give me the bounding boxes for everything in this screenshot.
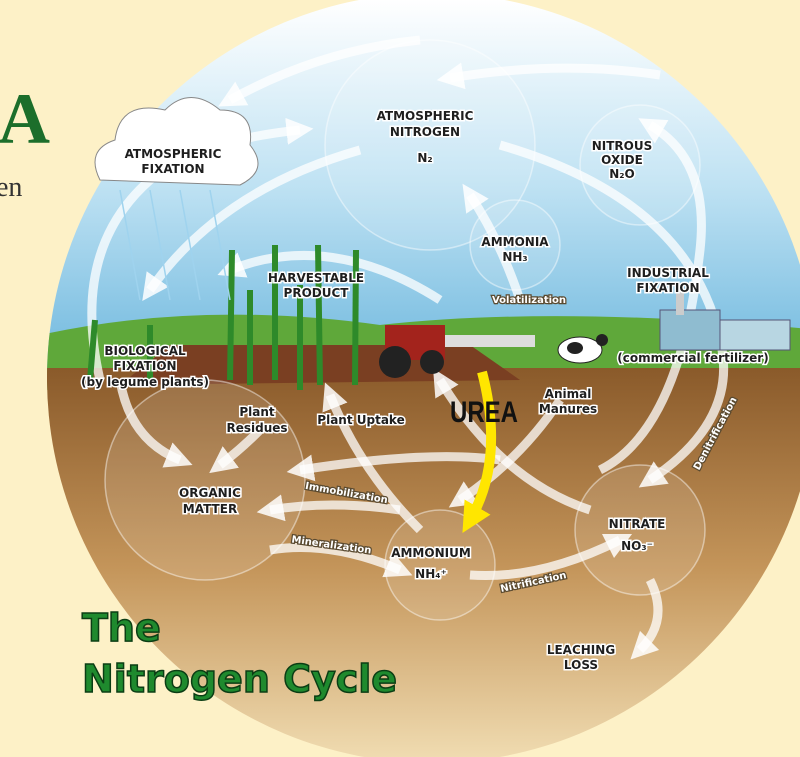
label: FIXATION — [141, 162, 204, 176]
label: Plant — [239, 405, 275, 419]
arrow — [270, 505, 400, 510]
label: Plant Uptake — [317, 413, 404, 427]
label: (commercial fertilizer) — [617, 351, 768, 365]
bubble — [385, 510, 495, 620]
label: HARVESTABLE — [268, 271, 364, 285]
title-fragment: A — [0, 79, 50, 159]
side-text-fragment: en — [0, 172, 22, 203]
label: LOSS — [564, 658, 598, 672]
label: ORGANIC — [179, 486, 241, 500]
cycle-title-line: Nitrogen Cycle — [82, 657, 397, 701]
cycle-title-line: The — [82, 606, 161, 650]
label: PRODUCT — [284, 286, 350, 300]
label: ATMOSPHERIC — [125, 147, 222, 161]
label: INDUSTRIAL — [627, 266, 709, 280]
label: NH₃ — [502, 250, 527, 264]
label: AMMONIA — [481, 235, 549, 249]
urea-label: UREA — [450, 394, 518, 428]
label: BIOLOGICAL — [104, 344, 186, 358]
label: NITROUS — [592, 139, 653, 153]
label: NITROGEN — [390, 125, 460, 139]
label: N₂O — [609, 167, 635, 181]
label: NH₄⁺ — [415, 567, 447, 581]
label: ATMOSPHERIC — [377, 109, 474, 123]
label: N₂ — [417, 151, 432, 165]
label: OXIDE — [601, 153, 643, 167]
label: NITRATE — [609, 517, 666, 531]
nitrogen-cycle-diagram: A en — [0, 0, 800, 757]
label: Animal — [545, 387, 592, 401]
label: AMMONIUM — [391, 546, 471, 560]
label: NO₃⁻ — [621, 539, 653, 553]
label: Manures — [539, 402, 597, 416]
label: FIXATION — [113, 359, 176, 373]
process-label: Volatilization — [492, 295, 566, 306]
label: MATTER — [183, 502, 237, 516]
label: Residues — [226, 421, 287, 435]
label: LEACHING — [547, 643, 615, 657]
label: (by legume plants) — [81, 375, 209, 389]
label: FIXATION — [636, 281, 699, 295]
